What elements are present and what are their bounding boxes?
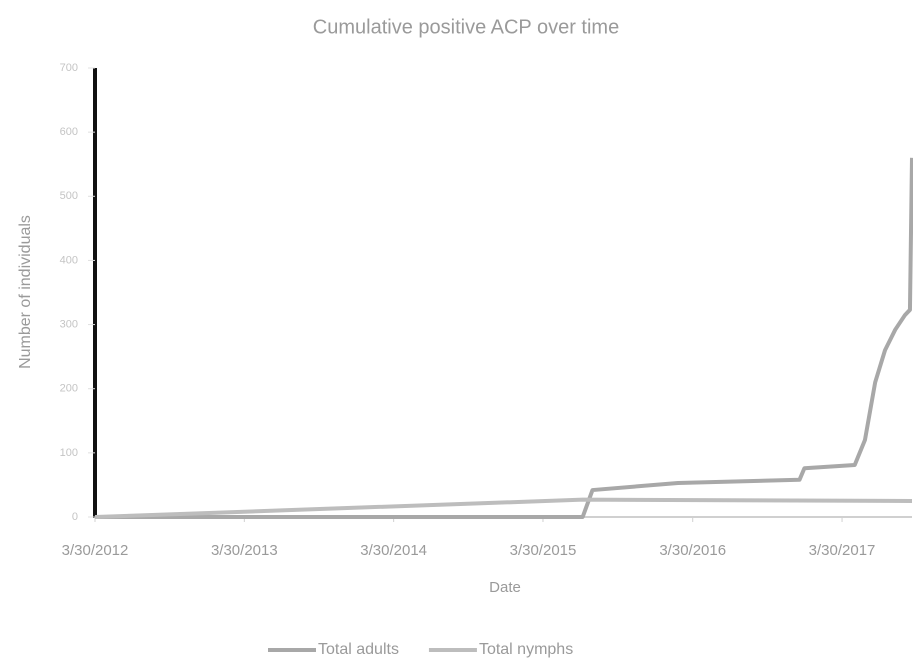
y-axis-title: Number of individuals [17,215,34,369]
y-tick-label: 0 [72,511,78,523]
y-tick-label: 100 [60,447,78,459]
x-tick-label: 3/30/2012 [62,542,129,559]
x-tick-label: 3/30/2016 [659,542,726,559]
x-tick-label: 3/30/2017 [809,542,876,559]
x-tick-label: 3/30/2015 [510,542,577,559]
series-line [94,497,913,519]
y-tick-label: 600 [60,126,78,138]
series-line [95,157,913,519]
y-tick-label: 300 [60,318,78,330]
y-tick-label: 500 [60,190,78,202]
legend-label: Total adults [318,641,399,658]
legend-label: Total nymphs [479,641,573,658]
y-tick-label: 200 [60,383,78,395]
x-axis-title: Date [489,579,521,596]
y-tick-label: 400 [60,254,78,266]
x-tick-label: 3/30/2013 [211,542,278,559]
x-tick-label: 3/30/2014 [360,542,427,559]
y-tick-label: 700 [60,62,78,74]
chart-title: Cumulative positive ACP over time [313,16,619,38]
